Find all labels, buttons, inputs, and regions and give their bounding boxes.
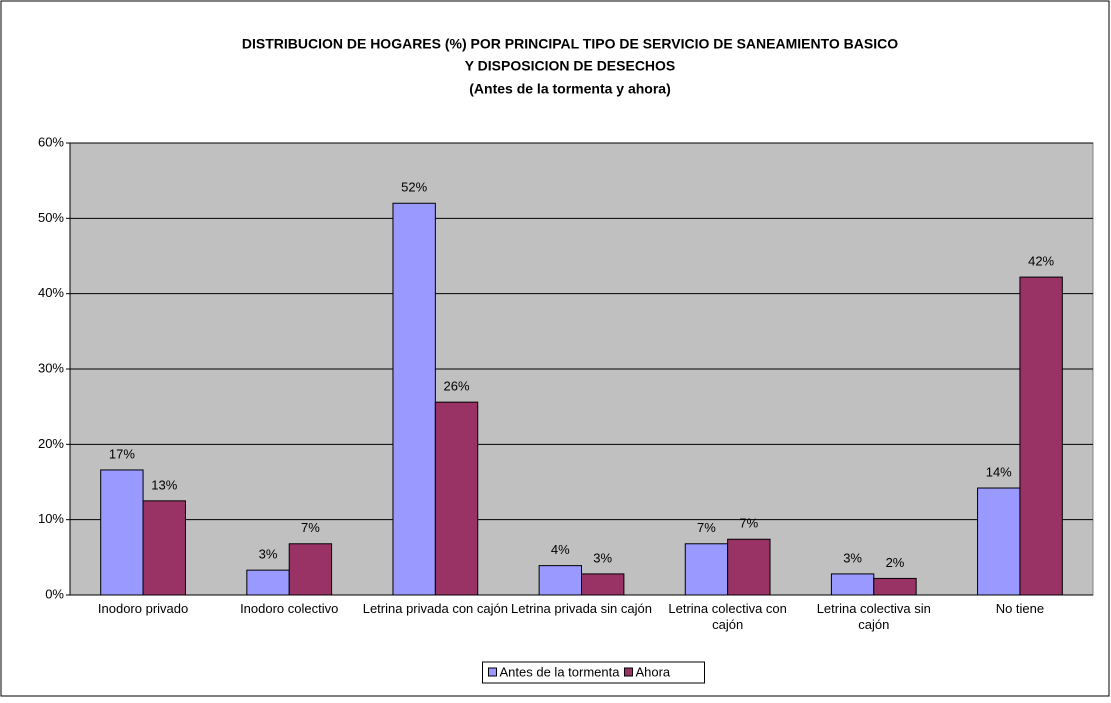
y-tick-label: 0%: [45, 586, 64, 601]
bar: [727, 538, 771, 596]
bar: [830, 573, 875, 596]
x-tick-label-box: Letrina privada sin cajón: [511, 601, 652, 616]
bar: [392, 202, 436, 596]
bar: [977, 487, 1021, 596]
x-tick-label-box: Inodoro privado: [97, 601, 189, 616]
chart-title: DISTRIBUCION DE HOGARES (%) POR PRINCIPA…: [242, 36, 898, 52]
y-tick-label: 40%: [38, 285, 64, 300]
x-tick-label: No tiene: [995, 601, 1045, 616]
y-tick-label: 50%: [38, 210, 64, 225]
data-label: 7%: [697, 520, 716, 535]
x-tick-label: Inodoro colectivo: [240, 601, 339, 616]
chart-title: Y DISPOSICION DE DESECHOS: [465, 58, 676, 74]
legend-swatch: [488, 667, 497, 677]
bar: [434, 401, 479, 596]
bar: [581, 573, 625, 596]
data-label: 4%: [551, 542, 570, 557]
x-tick-label: Letrina colectiva con cajón: [668, 601, 787, 632]
bar: [873, 577, 917, 596]
x-tick-label-box: Inodoro colectivo: [240, 601, 339, 616]
legend-label: Ahora: [635, 664, 670, 679]
bar: [1019, 276, 1063, 596]
x-tick-label-box: Letrina colectiva sin cajón: [816, 601, 931, 632]
bar: [100, 469, 144, 596]
x-tick-label-box: Letrina colectiva con cajón: [668, 601, 787, 632]
x-tick-label: Letrina privada sin cajón: [511, 601, 652, 616]
data-label: 3%: [843, 550, 862, 565]
x-tick-label-box: Letrina privada con cajón: [362, 601, 508, 616]
data-label: 3%: [593, 550, 612, 565]
legend-label: Antes de la tormenta: [500, 664, 621, 679]
data-label: 7%: [739, 516, 758, 531]
x-tick-label: Inodoro privado: [97, 601, 189, 616]
data-label: 17%: [109, 446, 135, 461]
bar: [288, 543, 333, 596]
y-tick-label: 30%: [38, 360, 64, 375]
data-label: 14%: [986, 464, 1012, 479]
y-tick-label: 20%: [38, 436, 64, 451]
bar: [538, 565, 583, 596]
bar: [142, 500, 186, 596]
data-label: 2%: [886, 555, 905, 570]
legend-swatch: [623, 667, 633, 677]
x-tick-label-box: No tiene: [995, 601, 1045, 616]
data-label: 13%: [151, 477, 177, 492]
chart-title: (Antes de la tormenta y ahora): [469, 81, 671, 97]
y-tick-label: 10%: [38, 511, 64, 526]
x-tick-label: Letrina privada con cajón: [362, 601, 508, 616]
data-label: 42%: [1028, 254, 1054, 269]
data-label: 52%: [401, 180, 427, 195]
y-tick-label: 60%: [38, 134, 64, 149]
data-label: 7%: [301, 520, 320, 535]
bar: [684, 543, 729, 596]
data-label: 3%: [259, 547, 278, 562]
bar: [246, 569, 290, 596]
legend-box: [482, 661, 705, 684]
x-tick-label: Letrina colectiva sin cajón: [816, 601, 931, 632]
data-label: 26%: [444, 379, 470, 394]
